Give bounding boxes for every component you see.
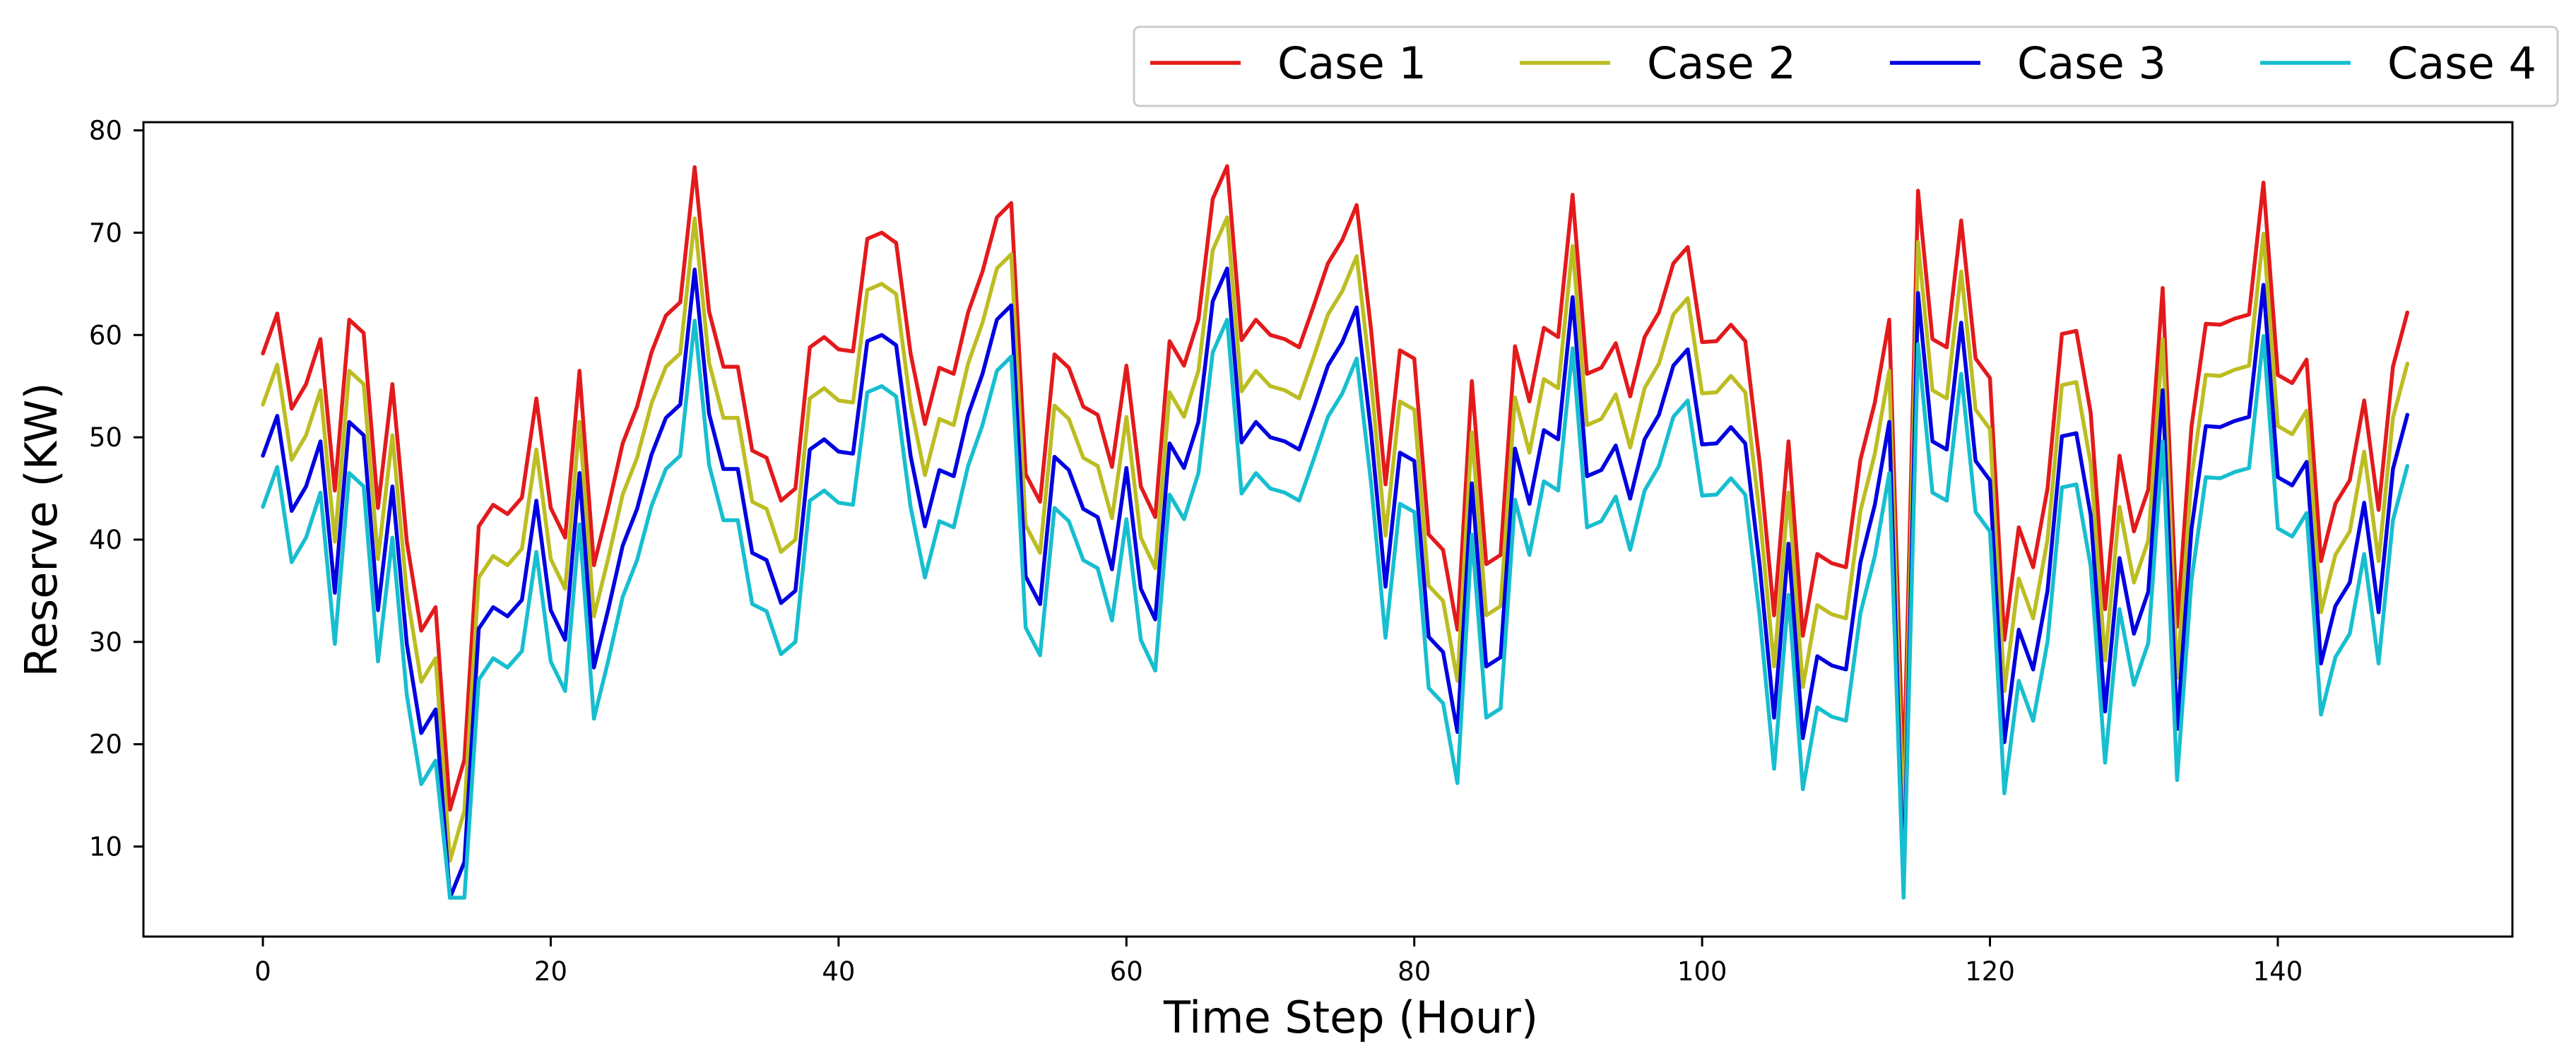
y-axis: 10 20 30 40 50 60 70 80: [89, 116, 143, 862]
x-tick-label: 120: [1965, 956, 2015, 987]
legend-frame: [1133, 25, 2559, 107]
legend-label-case-3: Case 3: [2017, 37, 2166, 89]
series-lines: [261, 164, 2410, 900]
legend-label-case-4: Case 4: [2387, 37, 2536, 89]
x-tick-label: 60: [1110, 956, 1143, 987]
series-line-case-1: [261, 164, 2410, 812]
series-line-case-4: [261, 317, 2410, 900]
y-tick-label: 10: [89, 832, 122, 862]
x-axis: 0 20 40 60 80 100 120 140: [254, 937, 2303, 987]
x-tick-label: 0: [254, 956, 271, 987]
legend: Case 1 Case 2 Case 3 Case 4: [1133, 25, 2559, 107]
y-tick-label: 40: [89, 525, 122, 555]
legend-label-case-2: Case 2: [1647, 37, 1796, 89]
y-tick-label: 70: [89, 218, 122, 248]
x-axis-label: Time Step (Hour): [1163, 992, 1538, 1043]
plot-frame: [142, 121, 2514, 938]
y-tick-label: 80: [89, 116, 122, 146]
y-tick-label: 50: [89, 422, 122, 453]
x-tick-label: 80: [1398, 956, 1431, 987]
x-tick-label: 140: [2253, 956, 2303, 987]
series-line-case-2: [261, 215, 2410, 863]
y-tick-label: 60: [89, 320, 122, 350]
legend-label-case-1: Case 1: [1277, 37, 1426, 89]
x-tick-label: 100: [1677, 956, 1727, 987]
y-axis-label: Reserve (KW): [16, 382, 67, 677]
series-line-case-3: [261, 266, 2410, 900]
y-tick-label: 20: [89, 730, 122, 760]
y-tick-label: 30: [89, 627, 122, 658]
x-tick-label: 20: [534, 956, 567, 987]
x-tick-label: 40: [822, 956, 855, 987]
